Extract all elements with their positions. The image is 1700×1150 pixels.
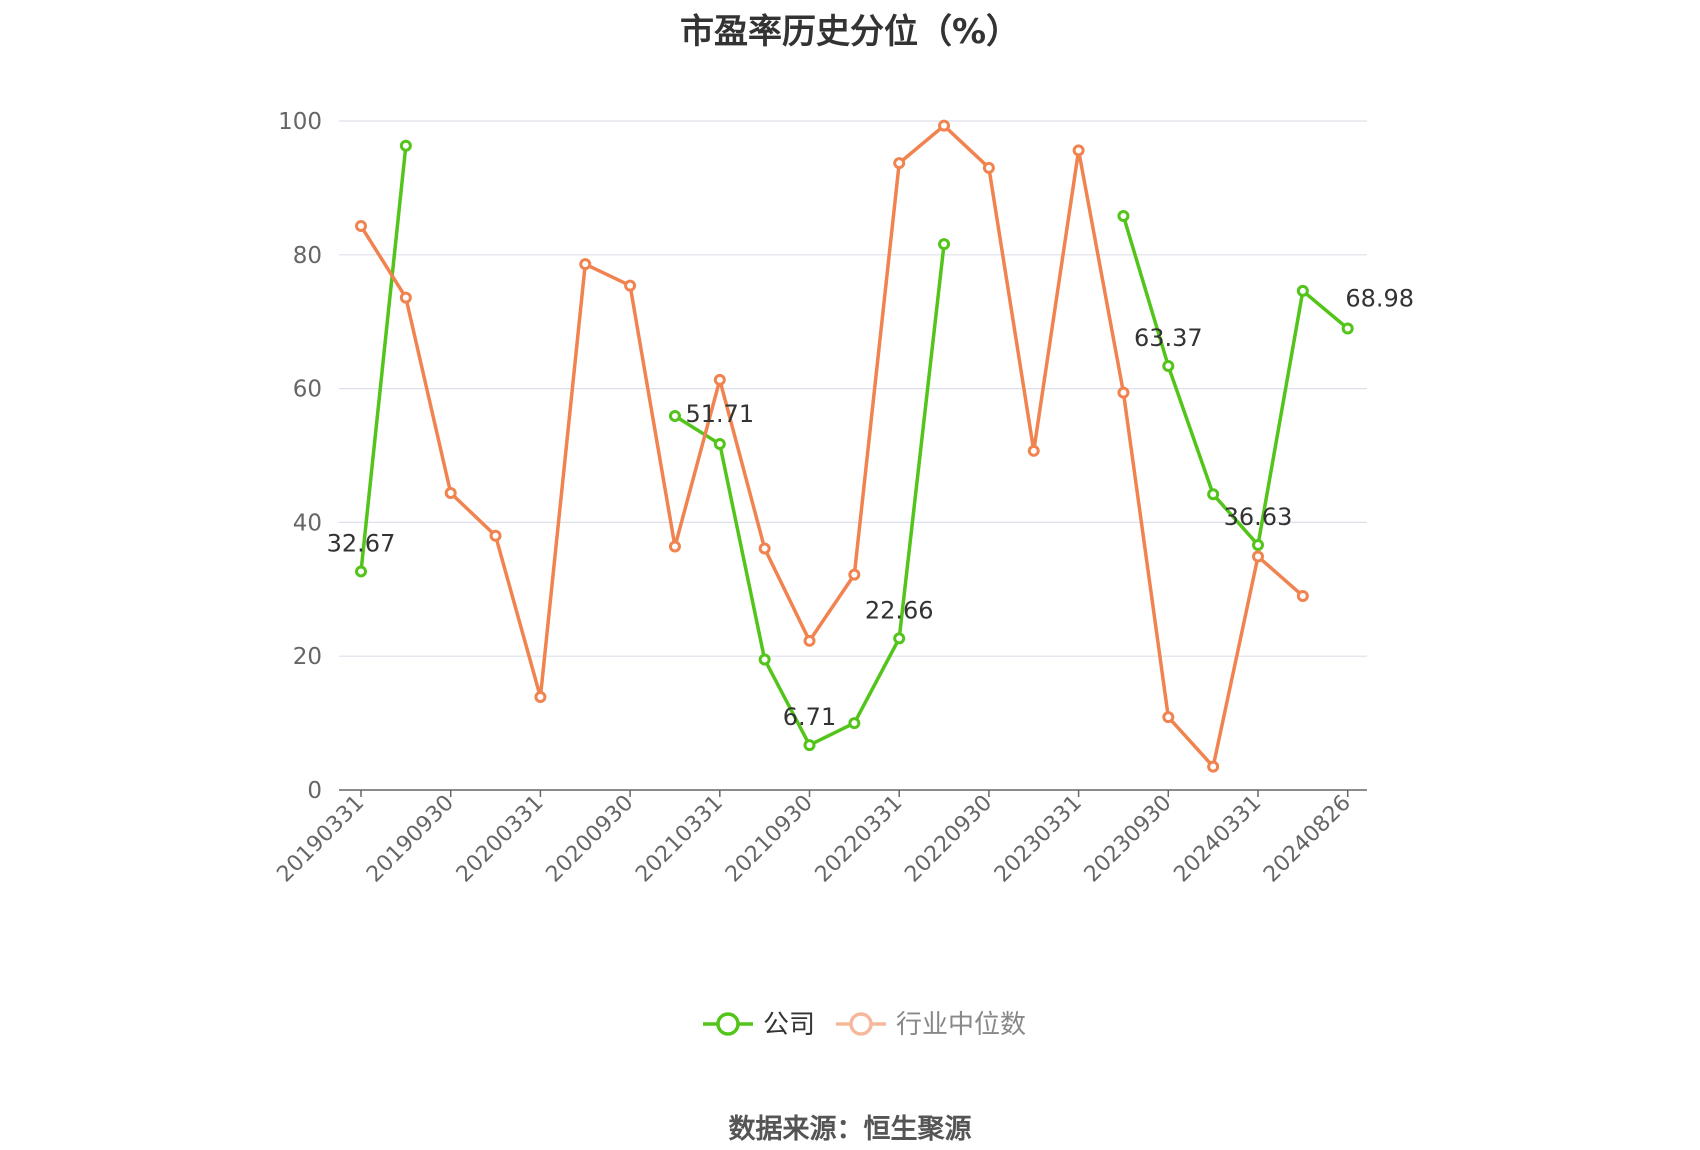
data-point bbox=[1252, 538, 1264, 551]
legend-label: 公司 bbox=[763, 1010, 815, 1040]
x-tick-label: 20200331 bbox=[452, 791, 549, 888]
data-point bbox=[1162, 360, 1175, 373]
series-lines bbox=[355, 119, 1354, 773]
data-point bbox=[713, 438, 726, 451]
data-point bbox=[489, 529, 502, 542]
data-point bbox=[1207, 488, 1220, 501]
y-tick-label: 60 bbox=[293, 377, 322, 403]
data-label: 63.37 bbox=[1134, 324, 1203, 352]
data-point bbox=[713, 373, 726, 386]
data-point bbox=[668, 540, 681, 553]
y-tick-label: 100 bbox=[278, 109, 322, 135]
legend-label: 行业中位数 bbox=[896, 1010, 1026, 1040]
data-label: 51.71 bbox=[685, 400, 754, 428]
data-point bbox=[668, 410, 681, 423]
data-point bbox=[982, 161, 995, 174]
data-point bbox=[848, 568, 861, 581]
data-point bbox=[938, 119, 951, 132]
grid-lines bbox=[339, 120, 1367, 657]
x-tick-label: 20210331 bbox=[631, 791, 728, 888]
data-point bbox=[1162, 711, 1175, 724]
legend-swatch-marker bbox=[716, 1012, 740, 1036]
x-tick-label: 20210930 bbox=[721, 791, 818, 888]
series-line-公司 bbox=[1121, 215, 1349, 547]
data-point bbox=[1252, 550, 1264, 563]
x-tick-label: 20230930 bbox=[1080, 791, 1177, 888]
legend-item-industry: 行业中位数 bbox=[836, 1010, 1026, 1040]
data-label: 68.98 bbox=[1345, 285, 1414, 313]
series-line-公司 bbox=[359, 145, 408, 572]
data-point bbox=[803, 739, 816, 752]
data-point bbox=[399, 291, 412, 304]
data-point bbox=[1027, 444, 1040, 457]
data-label: 36.63 bbox=[1224, 503, 1293, 531]
x-tick-label: 20220331 bbox=[811, 791, 908, 888]
x-tick-label: 20240826 bbox=[1259, 791, 1356, 888]
data-label: 22.66 bbox=[865, 596, 934, 624]
data-label: 6.71 bbox=[783, 703, 836, 731]
data-point bbox=[938, 238, 951, 251]
data-label: 32.67 bbox=[327, 529, 396, 557]
data-point bbox=[803, 634, 816, 647]
source-note: 数据来源：恒生聚源 bbox=[728, 1114, 972, 1145]
data-point bbox=[1207, 760, 1220, 773]
series-line-行业中位数 bbox=[359, 123, 1305, 769]
data-point bbox=[758, 653, 771, 666]
x-tick-label: 20190930 bbox=[362, 791, 459, 888]
data-labels: 32.67 51.71 6.71 22.66 63.37 36.63 68.98 bbox=[327, 285, 1414, 732]
y-tick-label: 0 bbox=[307, 778, 322, 804]
series-line-公司 bbox=[674, 243, 946, 747]
x-axis: 2019033120190930202003312020093020210331… bbox=[272, 789, 1367, 888]
data-point bbox=[444, 486, 457, 499]
data-point bbox=[624, 279, 637, 292]
y-tick-label: 20 bbox=[293, 644, 322, 670]
legend-item-company: 公司 bbox=[703, 1010, 815, 1040]
data-point bbox=[579, 258, 592, 271]
data-point bbox=[355, 565, 367, 578]
x-tick-label: 20240331 bbox=[1169, 791, 1266, 888]
data-point bbox=[893, 157, 906, 170]
data-point bbox=[1117, 386, 1130, 399]
legend: 公司 行业中位数 bbox=[703, 1010, 1026, 1040]
legend-swatch-marker bbox=[849, 1012, 873, 1036]
data-point bbox=[893, 632, 906, 645]
y-axis: 0 20 40 60 80 100 bbox=[278, 109, 322, 804]
x-tick-label: 20220930 bbox=[900, 791, 997, 888]
data-point bbox=[355, 220, 367, 233]
x-tick-label: 20200930 bbox=[541, 791, 638, 888]
data-point bbox=[758, 542, 771, 555]
data-point bbox=[1117, 209, 1130, 222]
data-point bbox=[1296, 589, 1309, 602]
data-point bbox=[1072, 144, 1085, 157]
data-point bbox=[1341, 322, 1354, 335]
data-point bbox=[399, 139, 412, 152]
data-point bbox=[848, 717, 861, 730]
y-tick-label: 40 bbox=[293, 510, 322, 536]
chart-title: 市盈率历史分位（%） bbox=[679, 12, 1021, 52]
x-tick-label: 20230331 bbox=[990, 791, 1087, 888]
data-point bbox=[534, 691, 547, 704]
data-point bbox=[1296, 284, 1309, 297]
y-tick-label: 80 bbox=[293, 243, 322, 269]
x-tick-label: 20190331 bbox=[272, 791, 369, 888]
